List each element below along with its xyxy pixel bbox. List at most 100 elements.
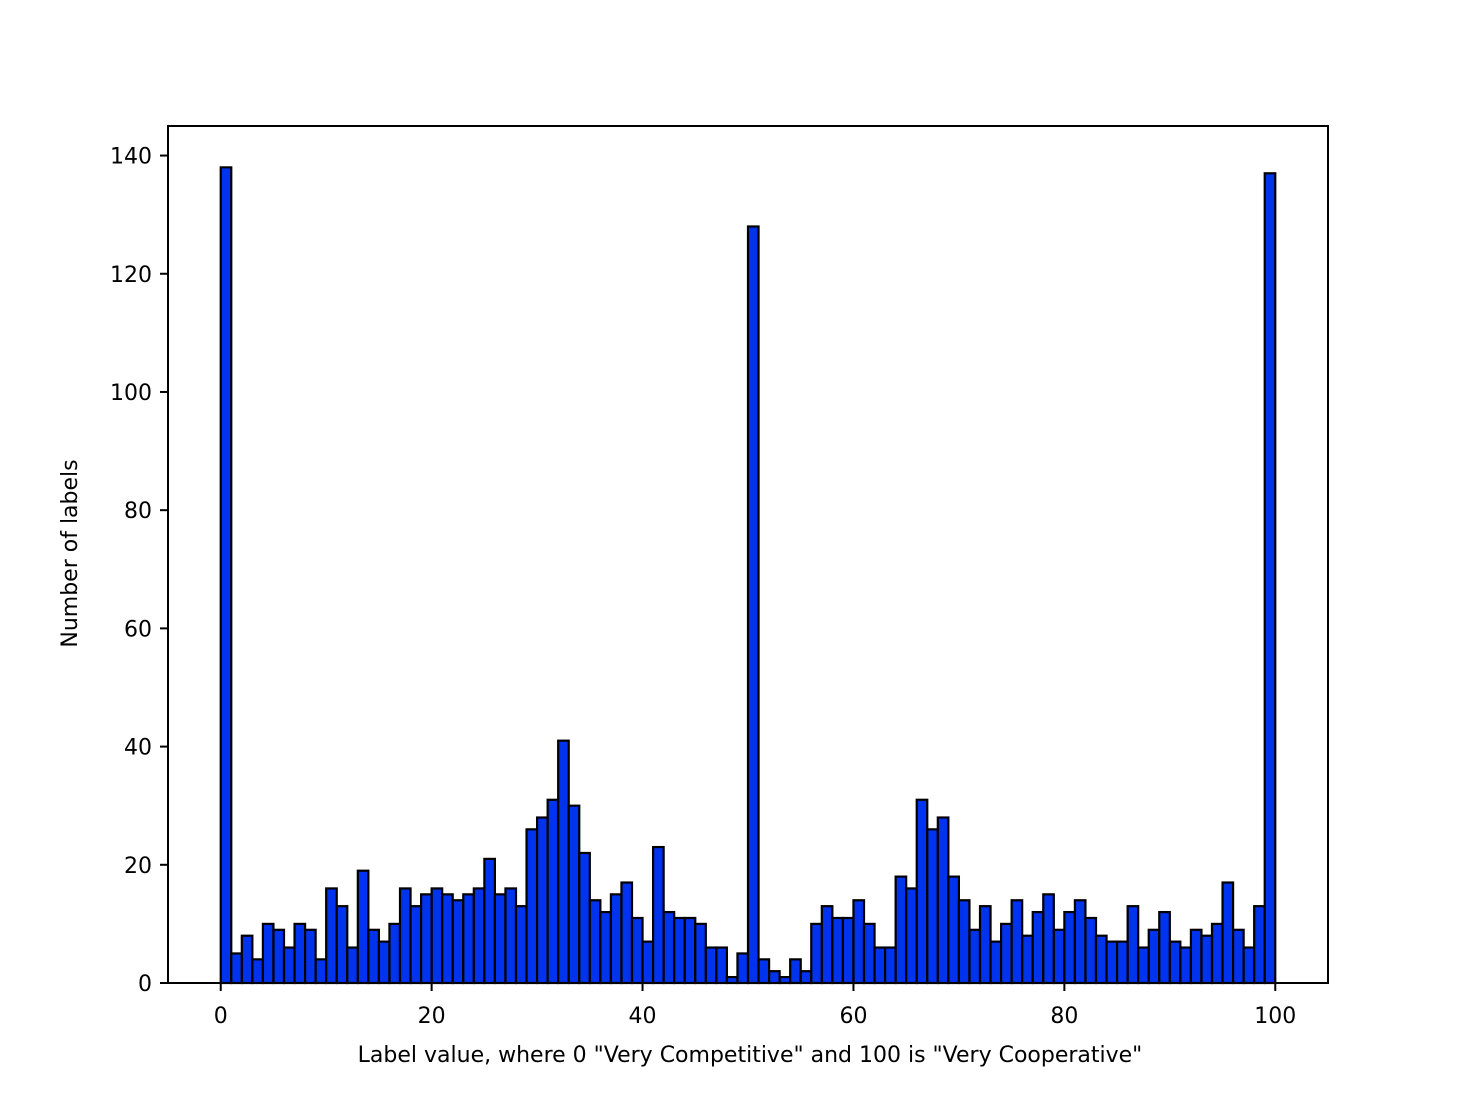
- histogram-bar: [514, 905, 528, 985]
- x-tick-label: 100: [1254, 1004, 1296, 1029]
- x-axis-ticks: 0 20 40 60 80 100: [214, 983, 1296, 1029]
- histogram-bar: [1084, 916, 1098, 985]
- histogram-bar: [493, 893, 507, 985]
- y-axis-label: Number of labels: [58, 459, 83, 647]
- histogram-bar: [546, 798, 560, 985]
- histogram-bar: [1168, 940, 1182, 985]
- histogram-bar: [651, 845, 665, 985]
- histogram-bar: [588, 899, 602, 985]
- histogram-bar: [557, 739, 570, 985]
- histogram-bar: [1115, 940, 1129, 985]
- histogram-bar: [388, 922, 402, 985]
- histogram-bar: [715, 946, 729, 985]
- histogram-bar: [419, 893, 433, 985]
- histogram-bar: [883, 946, 897, 985]
- histogram-bar: [767, 970, 781, 985]
- histogram-bar: [1242, 946, 1256, 985]
- histogram-bar: [504, 887, 518, 985]
- y-tick-label: 0: [138, 972, 152, 997]
- x-tick-label: 40: [629, 1004, 657, 1029]
- histogram-bar: [1010, 899, 1024, 985]
- histogram-bar: [230, 952, 243, 985]
- histogram-bar: [451, 899, 465, 985]
- histogram-bar: [936, 816, 950, 985]
- histogram-bar: [757, 958, 771, 985]
- histogram-bar: [1052, 928, 1066, 985]
- histogram-bar: [314, 958, 328, 985]
- y-axis-ticks: 0 20 40 60 80 100 120 140: [110, 145, 168, 997]
- histogram-bar: [483, 857, 497, 985]
- histogram-bar: [251, 958, 265, 985]
- histogram-bar: [683, 916, 697, 985]
- histogram-bar: [915, 798, 929, 985]
- x-tick-label: 20: [418, 1004, 446, 1029]
- histogram-bar: [841, 916, 855, 985]
- histogram-bar: [662, 910, 676, 985]
- histogram-bar: [1210, 922, 1224, 985]
- y-tick-label: 140: [110, 145, 152, 170]
- histogram-bar: [303, 928, 317, 985]
- histogram-bar: [736, 952, 750, 985]
- histogram-bar: [873, 946, 887, 985]
- histogram-bar: [346, 946, 359, 985]
- histogram-bar: [894, 875, 908, 985]
- histogram-bar: [282, 946, 296, 985]
- histogram-bar: [1137, 946, 1150, 985]
- y-tick-label: 100: [110, 381, 152, 406]
- histogram-bar: [567, 804, 581, 985]
- histogram-bar: [367, 928, 381, 985]
- histogram-bar: [641, 940, 655, 985]
- histogram-bar: [789, 958, 802, 985]
- histogram-bar: [1147, 928, 1161, 985]
- histogram-bar: [398, 887, 412, 985]
- histogram-bar: [599, 910, 613, 985]
- histogram-bar: [852, 899, 866, 985]
- histogram-bar: [978, 905, 992, 985]
- y-tick-label: 120: [110, 263, 152, 288]
- x-tick-label: 0: [214, 1004, 228, 1029]
- histogram-bar: [820, 905, 834, 985]
- x-tick-label: 80: [1050, 1004, 1078, 1029]
- histogram-bar: [1042, 893, 1055, 985]
- histogram-bar: [409, 905, 423, 985]
- histogram-bar: [325, 887, 338, 985]
- histogram-bar: [377, 940, 391, 985]
- histogram-bar: [862, 922, 876, 985]
- histogram-bar: [1073, 899, 1087, 985]
- histogram-bar: [240, 934, 254, 985]
- histogram-bar: [968, 928, 982, 985]
- x-axis-label: Label value, where 0 "Very Competitive" …: [358, 1043, 1143, 1068]
- plot-frame: [167, 125, 1329, 984]
- histogram-bar: [293, 922, 307, 985]
- histogram-bar: [905, 887, 918, 985]
- histogram-bar: [1105, 940, 1119, 985]
- x-tick-label: 60: [839, 1004, 867, 1029]
- histogram-bar: [609, 893, 623, 985]
- histogram-bar: [219, 166, 233, 985]
- y-tick-label: 60: [124, 617, 152, 642]
- histogram-bar: [630, 916, 644, 985]
- histogram-bar: [694, 922, 707, 985]
- histogram-bar: [810, 922, 823, 985]
- histogram-bar: [1094, 934, 1108, 985]
- histogram-bar: [989, 940, 1003, 985]
- histogram-bar: [472, 887, 486, 985]
- histogram-bar: [1158, 910, 1171, 985]
- histogram-bar: [1063, 910, 1077, 985]
- histogram-bar: [1231, 928, 1245, 985]
- histogram-bar: [525, 828, 539, 985]
- histogram-bar: [356, 869, 370, 985]
- histogram-bar: [1031, 910, 1045, 985]
- histogram-bar: [535, 816, 549, 985]
- histogram-bar: [1189, 928, 1203, 985]
- histogram-bar: [957, 899, 971, 985]
- histogram-bar: [578, 851, 591, 985]
- histogram-bar: [831, 916, 845, 985]
- histogram-bar: [462, 893, 475, 985]
- histogram-bar: [799, 970, 813, 985]
- histogram-bar: [947, 875, 961, 985]
- histogram-bar: [1179, 946, 1193, 985]
- y-tick-label: 80: [124, 499, 152, 524]
- histogram-bar: [1021, 934, 1034, 985]
